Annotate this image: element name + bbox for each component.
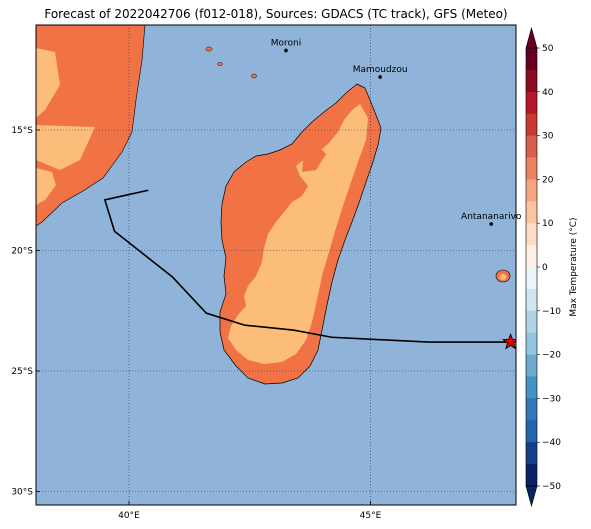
colorbar-band [526, 442, 537, 465]
comoros-island [205, 46, 213, 52]
colorbar-band [526, 354, 537, 377]
africa-warm-zone-south [36, 168, 56, 205]
colorbar-band [526, 420, 537, 443]
colorbar-band [526, 135, 537, 158]
colorbar-tick-label: −10 [542, 307, 561, 317]
lon-tick-label: 45°E [360, 511, 382, 521]
lat-tick-label: 20°S [11, 247, 33, 257]
colorbar-band [526, 288, 537, 312]
colorbar-tick-label: 40 [542, 88, 554, 98]
lon-tick-label: 40°E [118, 511, 140, 521]
colorbar-band [526, 91, 537, 115]
lat-tick-label: 25°S [11, 367, 33, 377]
colorbar-band [526, 223, 537, 246]
colorbar-tick-label: 50 [542, 44, 554, 54]
colorbar-tick-label: 0 [542, 263, 548, 273]
colorbar-band [526, 69, 537, 93]
cyclone-track [103, 189, 563, 350]
city-dot [378, 75, 382, 79]
madagascar-highlands [228, 104, 368, 364]
africa-warm-zone [36, 48, 95, 170]
anjouan-island [217, 62, 223, 66]
colorbar-band [526, 179, 537, 202]
colorbar-max-extend [525, 26, 538, 49]
colorbar: 50 40 30 20 10 0 −10 −20 −30 −40 −50 Max Temperatur… [525, 26, 579, 508]
forecast-position-marker [554, 326, 563, 335]
colorbar-tick-label: 10 [542, 219, 554, 229]
graticule [36, 25, 516, 505]
city-markers: MoroniMamoudzouAntananarivoSaint-Denis [271, 38, 522, 226]
colorbar-band [526, 310, 537, 334]
colorbar-band [526, 267, 537, 290]
africa-landmass [36, 25, 146, 227]
map-frame [35, 24, 517, 506]
city-label: Moroni [271, 38, 302, 48]
colorbar-tick-label: −20 [542, 351, 561, 361]
colorbar-band [526, 464, 537, 487]
colorbar-tick-label: 20 [542, 175, 554, 185]
colorbar-band [526, 332, 537, 355]
colorbar-tick-label: −30 [542, 394, 561, 404]
city-dot [284, 48, 288, 53]
colorbar-band [526, 48, 537, 71]
colorbar-band [526, 245, 537, 268]
colorbar-band [526, 113, 537, 136]
colorbar-min-extend [525, 485, 538, 508]
colorbar-band [526, 201, 537, 224]
reunion-highlands [499, 274, 507, 280]
colorbar-band [526, 398, 537, 421]
colorbar-tick-label: −40 [542, 438, 561, 448]
colorbar-band [526, 157, 537, 180]
lat-tick-label: 15°S [11, 126, 33, 136]
madagascar-hot-patch [302, 146, 326, 172]
past-track-line [103, 189, 511, 343]
mayotte-island [251, 73, 257, 79]
map-title: Forecast of 2022042706 (f012-018), Sourc… [44, 7, 508, 21]
colorbar-label: Max Temperature (°C) [569, 217, 579, 316]
current-position-star [501, 332, 516, 350]
city-label: Antananarivo [461, 212, 522, 222]
colorbar-tick-label: −50 [542, 482, 561, 492]
city-dot [489, 222, 494, 226]
city-label: Mamoudzou [353, 65, 408, 75]
colorbar-tick-label: 30 [542, 132, 554, 142]
map-axes: 40°E45°E50°E55°E15°S20°S25°S30°S [11, 126, 382, 521]
colorbar-band [526, 376, 537, 399]
lat-tick-label: 30°S [11, 488, 33, 498]
